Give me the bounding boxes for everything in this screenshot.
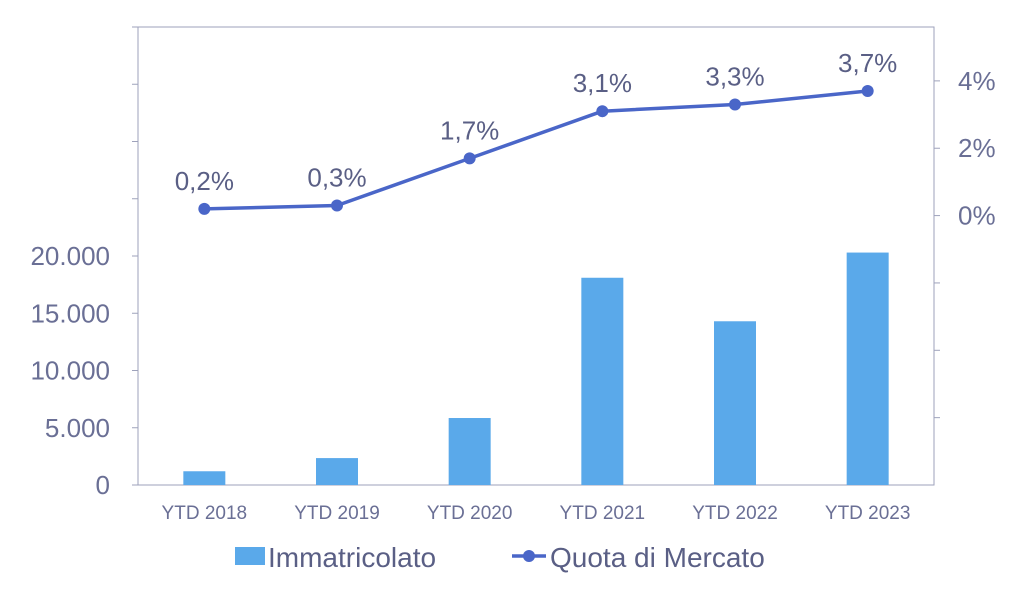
bar-series <box>183 252 889 485</box>
x-tick-label: YTD 2019 <box>294 503 380 524</box>
x-tick-label: YTD 2018 <box>162 503 248 524</box>
legend-line-marker <box>523 550 535 562</box>
right-axis: 0% 2% 4% <box>934 66 996 419</box>
line-series: 0,2% 0,3% 1,7% 3,1% 3,3% 3,7% <box>175 48 897 215</box>
x-tick-label: YTD 2020 <box>427 503 513 524</box>
line-point <box>861 84 874 97</box>
legend-line-label: Quota di Mercato <box>550 542 765 573</box>
data-label: 0,2% <box>175 166 234 196</box>
x-tick-label: YTD 2021 <box>560 503 646 524</box>
bar <box>183 471 226 485</box>
left-tick-label: 0 <box>96 470 110 500</box>
left-tick-label: 20.000 <box>30 241 110 271</box>
x-tick-label: YTD 2023 <box>825 503 911 524</box>
series-line <box>204 89 868 211</box>
x-tick-label: YTD 2022 <box>692 503 778 524</box>
line-point <box>729 98 741 111</box>
data-label: 3,7% <box>838 48 897 78</box>
line-point <box>596 105 609 118</box>
right-tick-label: 0% <box>958 201 996 231</box>
data-label: 3,1% <box>573 68 632 98</box>
data-label: 3,3% <box>705 61 764 91</box>
right-tick-label: 4% <box>958 66 996 96</box>
bar <box>448 418 491 485</box>
legend-bar-label: Immatricolato <box>268 542 436 573</box>
left-tick-label: 15.000 <box>30 298 110 328</box>
legend-bar-swatch <box>235 547 265 565</box>
line-point <box>198 202 211 215</box>
bar <box>714 321 756 485</box>
legend: Immatricolato Quota di Mercato <box>235 542 765 573</box>
data-label: 1,7% <box>440 115 499 145</box>
bar <box>581 277 624 485</box>
line-point <box>331 199 343 212</box>
bar <box>846 252 889 485</box>
left-tick-label: 10.000 <box>30 356 110 386</box>
left-tick-label: 5.000 <box>45 413 110 443</box>
right-tick-label: 2% <box>958 133 996 163</box>
left-axis: 0 5.000 10.000 15.000 20.000 <box>30 26 138 500</box>
x-axis: YTD 2018 YTD 2019 YTD 2020 YTD 2021 YTD 2022… <box>162 503 911 524</box>
data-label: 0,3% <box>307 162 366 192</box>
line-point <box>463 152 476 165</box>
bar <box>316 458 358 485</box>
